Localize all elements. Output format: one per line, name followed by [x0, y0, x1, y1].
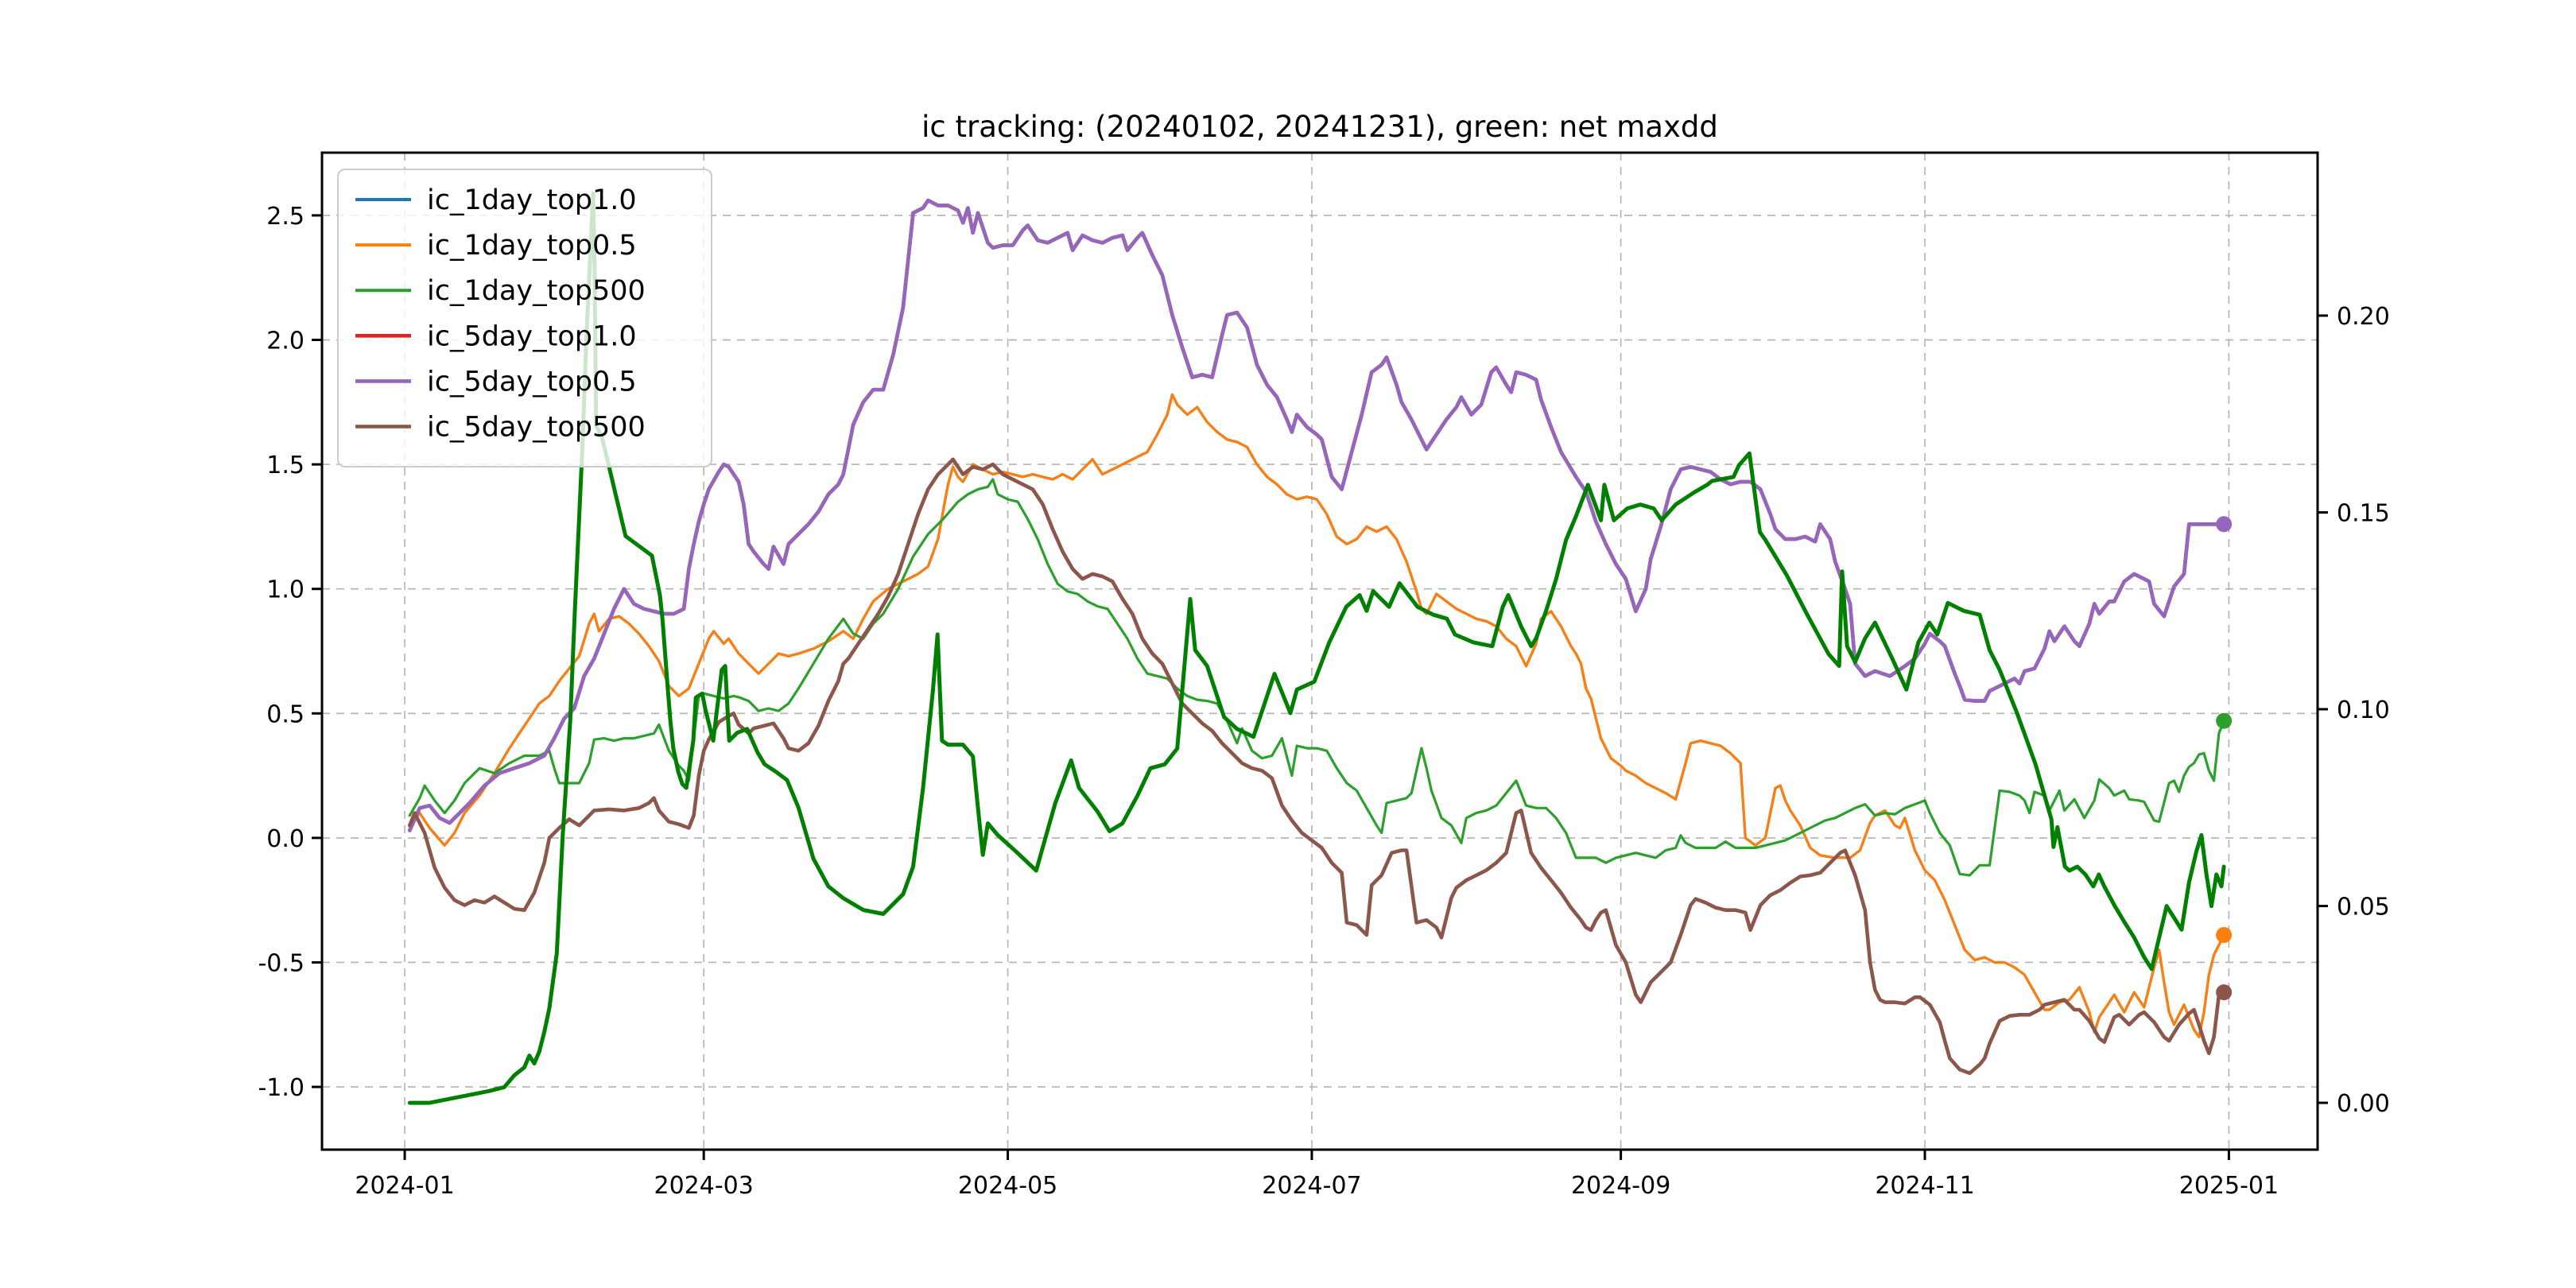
legend-label: ic_1day_top1.0	[427, 184, 637, 216]
legend-box	[337, 169, 712, 467]
series-net_maxdd	[407, 192, 2226, 1105]
left-tick-label: -0.5	[258, 949, 305, 977]
left-tick-label: 1.0	[266, 576, 305, 604]
series-lines	[407, 192, 2226, 1105]
left-tick-label: 2.0	[266, 328, 305, 355]
axis-ticks	[312, 214, 2328, 1160]
left-tick-label: 0.5	[266, 700, 305, 728]
x-tick-label: 2025-01	[2179, 1172, 2279, 1200]
legend: ic_1day_top1.0 ic_1day_top0.5 ic_1day_top5…	[337, 169, 712, 467]
right-tick-label: 0.15	[2337, 499, 2390, 527]
x-tick-label: 2024-05	[958, 1172, 1057, 1200]
left-tick-label: -1.0	[258, 1074, 305, 1102]
legend-item-ic_5day_top500: ic_5day_top500	[355, 411, 646, 443]
left-tick-label: 0.0	[266, 825, 305, 853]
series-ic_1day_top0.5	[408, 393, 2225, 1039]
series-ic_1day_top500	[408, 478, 2225, 877]
legend-item-ic_5day_top1.0: ic_5day_top1.0	[355, 320, 637, 352]
legend-label: ic_5day_top1.0	[427, 320, 637, 352]
end-marker-ic_1day_top500	[2216, 712, 2233, 729]
legend-label: ic_5day_top0.5	[427, 366, 637, 398]
legend-item-ic_1day_top0.5: ic_1day_top0.5	[355, 230, 637, 262]
axis-tick-labels: 2.5 2.0 1.5 1.0 0.5 0.0 -0.5 -1.0 0.20 0.15 0.10 0.…	[258, 203, 2389, 1200]
x-tick-label: 2024-11	[1875, 1172, 1974, 1200]
legend-item-ic_5day_top0.5: ic_5day_top0.5	[355, 366, 637, 398]
x-tick-label: 2024-07	[1262, 1172, 1361, 1200]
end-marker-ic_5day_top500	[2216, 984, 2233, 1001]
right-tick-label: 0.05	[2337, 894, 2390, 921]
plot-border	[320, 151, 2319, 1151]
legend-item-ic_1day_top500: ic_1day_top500	[355, 275, 646, 307]
chart-title: ic tracking: (20240102, 20241231), green…	[921, 110, 1718, 144]
right-tick-label: 0.20	[2337, 303, 2390, 331]
right-tick-label: 0.00	[2337, 1090, 2390, 1118]
series-ic_1day_top1.0	[408, 393, 2225, 1039]
end-marker-ic_1day_top0.5	[2216, 927, 2233, 944]
legend-item-ic_1day_top1.0: ic_1day_top1.0	[355, 184, 637, 216]
right-tick-label: 0.10	[2337, 696, 2390, 724]
end-markers	[2216, 516, 2233, 1001]
legend-label: ic_1day_top500	[427, 275, 646, 307]
gridlines	[322, 153, 2318, 1150]
left-tick-label: 2.5	[266, 203, 305, 231]
x-tick-label: 2024-01	[355, 1172, 454, 1200]
series-ic_5day_top0.5	[407, 198, 2226, 832]
left-tick-label: 1.5	[266, 452, 305, 479]
legend-label: ic_1day_top0.5	[427, 230, 637, 262]
legend-label: ic_5day_top500	[427, 411, 646, 443]
x-tick-label: 2024-03	[654, 1172, 754, 1200]
x-tick-label: 2024-09	[1571, 1172, 1670, 1200]
end-marker-ic_5day_top0.5	[2216, 516, 2233, 533]
series-ic_5day_top500	[407, 457, 2226, 1076]
